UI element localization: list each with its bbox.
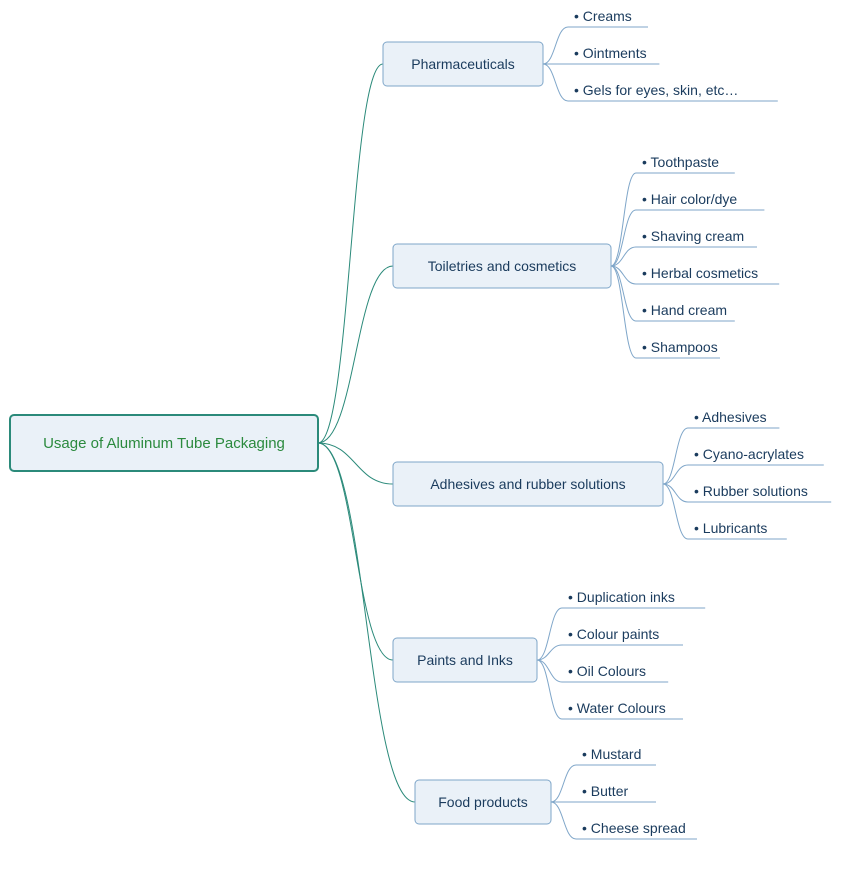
leaf-label: • Herbal cosmetics: [642, 265, 758, 281]
leaf-label: • Shampoos: [642, 339, 718, 355]
branch-label-toiletries: Toiletries and cosmetics: [428, 258, 577, 274]
connector-branch-to-leaf: [663, 428, 688, 484]
connector-branch-to-leaf: [537, 660, 562, 719]
branch-label-pharma: Pharmaceuticals: [411, 56, 515, 72]
connector-branch-to-leaf: [551, 765, 576, 802]
leaf-label: • Shaving cream: [642, 228, 744, 244]
branch-label-adhesives: Adhesives and rubber solutions: [430, 476, 625, 492]
leaf-label: • Duplication inks: [568, 589, 675, 605]
connector-branch-to-leaf: [543, 64, 568, 101]
leaf-label: • Cheese spread: [582, 820, 686, 836]
leaf-label: • Oil Colours: [568, 663, 646, 679]
leaf-label: • Creams: [574, 8, 632, 24]
root-label: Usage of Aluminum Tube Packaging: [43, 435, 285, 452]
mindmap-diagram: Usage of Aluminum Tube Packaging Pharmace…: [0, 0, 841, 887]
leaf-label: • Hair color/dye: [642, 191, 737, 207]
connector-branch-to-leaf: [611, 173, 636, 266]
branch-label-food: Food products: [438, 794, 528, 810]
connector-branch-to-leaf: [543, 27, 568, 64]
leaf-label: • Hand cream: [642, 302, 727, 318]
connector-root-to-branch: [318, 266, 393, 443]
leaf-label: • Lubricants: [694, 520, 767, 536]
connector-branch-to-leaf: [663, 465, 688, 484]
leaf-label: • Cyano-acrylates: [694, 446, 804, 462]
leaf-label: • Rubber solutions: [694, 483, 808, 499]
leaf-label: • Mustard: [582, 746, 641, 762]
connector-branch-to-leaf: [611, 266, 636, 358]
connector-root-to-branch: [318, 443, 393, 484]
leaf-label: • Adhesives: [694, 409, 767, 425]
connector-branch-to-leaf: [537, 660, 562, 682]
leaf-label: • Colour paints: [568, 626, 659, 642]
leaf-label: • Ointments: [574, 45, 647, 61]
connector-branch-to-leaf: [551, 802, 576, 839]
leaf-label: • Toothpaste: [642, 154, 719, 170]
leaf-label: • Gels for eyes, skin, etc…: [574, 82, 738, 98]
branch-label-paints: Paints and Inks: [417, 652, 513, 668]
connector-branch-to-leaf: [663, 484, 688, 502]
connector-root-to-branch: [318, 443, 393, 660]
connector-root-to-branch: [318, 64, 383, 443]
leaf-label: • Water Colours: [568, 700, 666, 716]
leaf-label: • Butter: [582, 783, 628, 799]
